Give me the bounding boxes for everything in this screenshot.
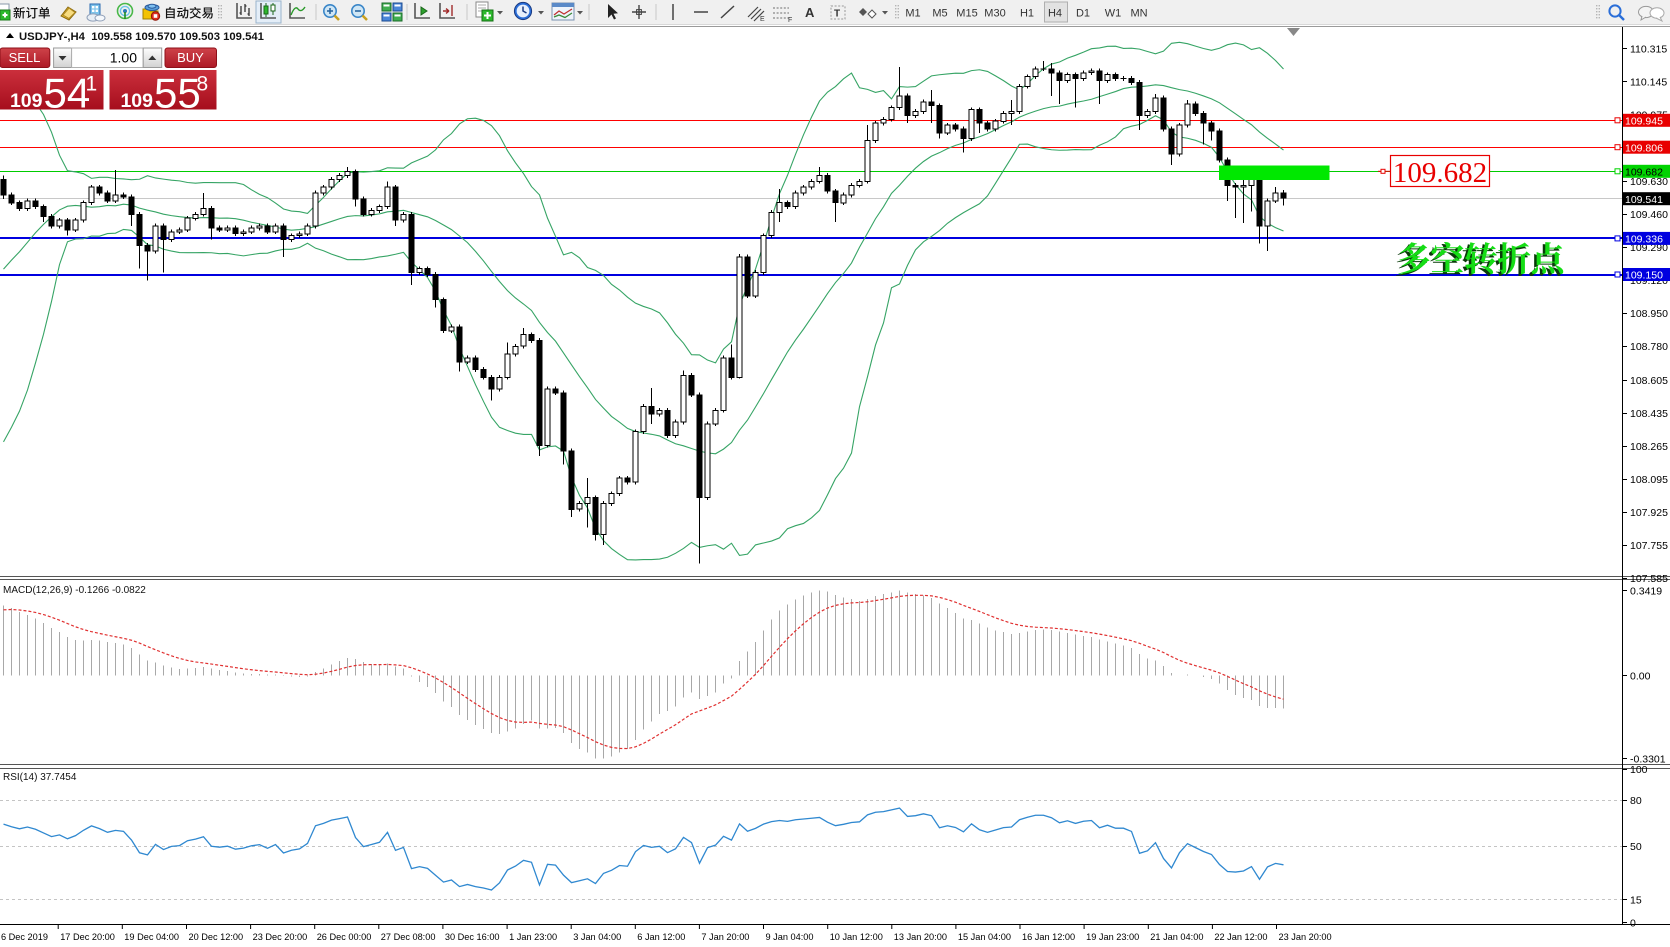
svg-text:A: A [805, 5, 815, 20]
svg-text:109.945: 109.945 [1625, 116, 1663, 128]
svg-text:80: 80 [1630, 795, 1642, 807]
svg-text:MN: MN [1130, 8, 1147, 20]
svg-text:7 Jan 20:00: 7 Jan 20:00 [701, 932, 749, 942]
svg-text:M30: M30 [984, 8, 1005, 20]
svg-text:1 Jan 23:00: 1 Jan 23:00 [509, 932, 557, 942]
svg-text:109.682: 109.682 [1625, 167, 1663, 179]
svg-text:23 Dec 20:00: 23 Dec 20:00 [253, 932, 308, 942]
svg-text:M1: M1 [905, 8, 920, 20]
svg-text:M5: M5 [932, 8, 947, 20]
svg-text:8: 8 [197, 73, 209, 96]
svg-text:27 Dec 08:00: 27 Dec 08:00 [381, 932, 436, 942]
svg-text:M15: M15 [956, 8, 977, 20]
svg-text:13 Jan 20:00: 13 Jan 20:00 [894, 932, 947, 942]
svg-text:109: 109 [120, 90, 153, 112]
svg-text:108.435: 108.435 [1630, 408, 1668, 420]
svg-text:50: 50 [1630, 841, 1642, 853]
svg-text:110.145: 110.145 [1630, 76, 1667, 88]
svg-text:USDJPY-,H4 109.558 109.570 10: USDJPY-,H4 109.558 109.570 109.503 109.5… [19, 31, 264, 43]
svg-text:3 Jan 04:00: 3 Jan 04:00 [573, 932, 621, 942]
svg-text:0: 0 [1630, 918, 1636, 930]
svg-text:D1: D1 [1076, 8, 1090, 20]
svg-text:108.605: 108.605 [1630, 375, 1668, 387]
svg-text:107.585: 107.585 [1630, 573, 1668, 585]
svg-text:54: 54 [44, 70, 91, 117]
svg-text:10 Jan 12:00: 10 Jan 12:00 [830, 932, 883, 942]
svg-text:109.806: 109.806 [1625, 142, 1663, 154]
svg-text:H4: H4 [1048, 8, 1062, 20]
svg-text:108.950: 108.950 [1630, 308, 1668, 320]
svg-text:0.3419: 0.3419 [1630, 585, 1662, 597]
svg-text:30 Dec 16:00: 30 Dec 16:00 [445, 932, 500, 942]
svg-text:109.460: 109.460 [1630, 209, 1668, 221]
svg-text:0.00: 0.00 [1630, 670, 1651, 682]
svg-text:16 Jan 12:00: 16 Jan 12:00 [1022, 932, 1075, 942]
svg-text:109.541: 109.541 [1625, 194, 1663, 206]
svg-text:100: 100 [1630, 764, 1648, 776]
svg-text:109.336: 109.336 [1625, 234, 1663, 246]
svg-text:BUY: BUY [177, 50, 204, 65]
svg-text:SELL: SELL [9, 50, 41, 65]
svg-text:108.780: 108.780 [1630, 341, 1668, 353]
svg-text:109.290: 109.290 [1630, 242, 1668, 254]
svg-text:109.150: 109.150 [1625, 270, 1663, 282]
svg-text:109: 109 [10, 90, 43, 112]
svg-text:1: 1 [86, 73, 98, 96]
svg-text:109.682: 109.682 [1393, 157, 1487, 189]
svg-text:17 Dec 20:00: 17 Dec 20:00 [60, 932, 115, 942]
svg-text:MACD(12,26,9) -0.1266 -0.0822: MACD(12,26,9) -0.1266 -0.0822 [3, 585, 146, 596]
svg-text:15: 15 [1630, 895, 1642, 907]
svg-text:E: E [760, 16, 765, 23]
svg-text:T: T [834, 9, 840, 20]
svg-text:21 Jan 04:00: 21 Jan 04:00 [1150, 932, 1203, 942]
svg-text:108.095: 108.095 [1630, 474, 1668, 486]
svg-text:15 Jan 04:00: 15 Jan 04:00 [958, 932, 1011, 942]
svg-text:9 Jan 04:00: 9 Jan 04:00 [766, 932, 814, 942]
svg-text:6 Dec 2019: 6 Dec 2019 [1, 932, 48, 942]
svg-text:F: F [788, 17, 792, 24]
svg-text:107.925: 107.925 [1630, 507, 1668, 519]
svg-text:19 Jan 23:00: 19 Jan 23:00 [1086, 932, 1139, 942]
svg-text:RSI(14) 37.7454: RSI(14) 37.7454 [3, 772, 77, 783]
svg-text:W1: W1 [1105, 8, 1122, 20]
svg-text:-0.3301: -0.3301 [1630, 753, 1666, 765]
svg-text:55: 55 [154, 70, 201, 117]
svg-text:1.00: 1.00 [110, 50, 137, 66]
svg-text:26 Dec 00:00: 26 Dec 00:00 [317, 932, 372, 942]
svg-text:20 Dec 12:00: 20 Dec 12:00 [189, 932, 244, 942]
svg-text:23 Jan 20:00: 23 Jan 20:00 [1279, 932, 1332, 942]
svg-text:6 Jan 12:00: 6 Jan 12:00 [637, 932, 685, 942]
svg-text:109.630: 109.630 [1630, 176, 1668, 188]
svg-text:108.265: 108.265 [1630, 441, 1668, 453]
svg-text:22 Jan 12:00: 22 Jan 12:00 [1214, 932, 1267, 942]
svg-text:107.755: 107.755 [1630, 540, 1668, 552]
svg-text:19 Dec 04:00: 19 Dec 04:00 [124, 932, 179, 942]
svg-text:110.315: 110.315 [1630, 43, 1667, 55]
svg-text:H1: H1 [1020, 8, 1034, 20]
